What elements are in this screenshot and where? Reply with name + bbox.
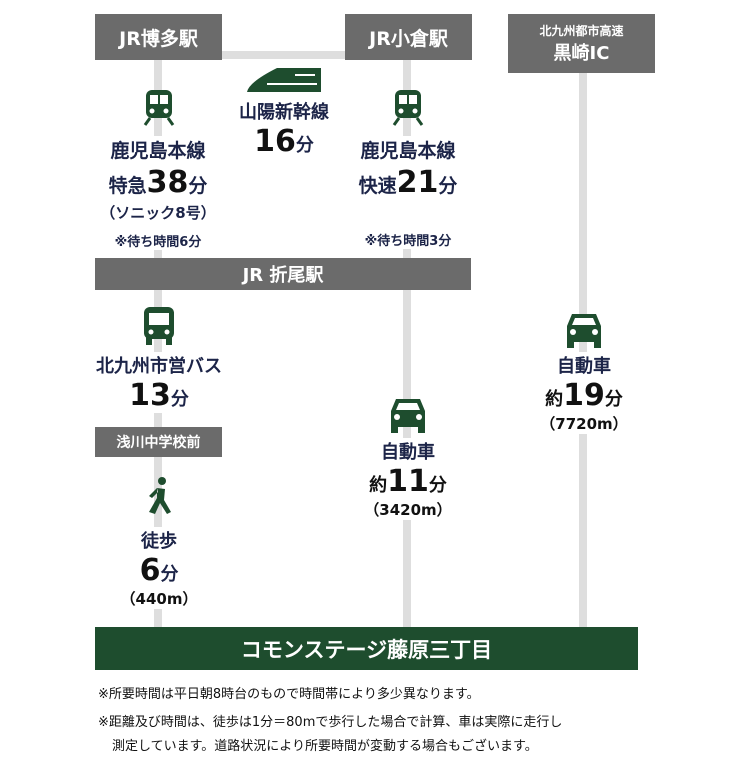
line-name: 鹿児島本線 [360,140,456,162]
note-distance: ※距離及び時間は、徒歩は1分＝80mで歩行した場合で計算、車は実際に走行し [98,715,563,730]
kokura-route-info: 鹿児島本線 快速21分 ※待ち時間3分 [328,136,488,249]
travel-time: 6分 [108,553,210,588]
route-line-hakata [154,55,162,630]
travel-time: 約11分 [352,464,464,499]
station-kokura: JR小倉駅 [345,14,472,60]
bus-stop: 浅川中学校前 [95,427,222,457]
distance: （440m） [120,590,198,608]
distance: （3420m） [364,501,452,519]
distance: （7720m） [540,415,628,433]
train-type: 特急 [108,175,147,197]
travel-time: 特急38分 [78,165,238,200]
station-kokura-label: JR小倉駅 [369,27,448,50]
approx: 約 [545,389,564,410]
time-unit: 分 [438,175,458,197]
destination-label: コモンステージ藤原三丁目 [240,637,493,662]
station-hakata-label: JR博多駅 [119,27,198,50]
walk-route-info: 徒歩 6分 （440m） [108,527,210,609]
hakata-route-info: 鹿児島本線 特急38分 （ソニック8号） ※待ち時間6分 [78,136,238,250]
kurosaki-ic: 北九州都市高速 黒崎IC [508,14,655,73]
wait-time: ※待ち時間3分 [364,234,452,249]
time-value: 6 [139,553,161,588]
approx: 約 [369,475,388,496]
bus-icon [144,307,174,345]
time-value: 16 [254,124,296,159]
route-line-kokura [403,55,411,630]
station-hakata: JR博多駅 [95,14,222,60]
travel-time: 16分 [214,124,354,159]
time-value: 13 [129,378,171,413]
time-unit: 分 [188,175,208,197]
station-orio: JR 折尾駅 [95,258,471,290]
car-icon [391,399,425,433]
bus-route-info: 北九州市営バス 13分 [78,352,240,413]
note-time: ※所要時間は平日朝8時台のもので時間帯により多少異なります。 [98,687,480,702]
line-name: 鹿児島本線 [110,140,206,162]
train-type: 快速 [358,175,397,197]
train-icon [143,90,175,126]
travel-time: 13分 [78,378,240,413]
shinkansen-route-info: 山陽新幹線 16分 [214,98,354,159]
shinkansen-icon [247,68,321,92]
mode-name: 自動車 [381,442,435,463]
mode-name: 徒歩 [141,531,177,552]
car-orio-route-info: 自動車 約11分 （3420m） [352,438,464,520]
bus-stop-label: 浅川中学校前 [116,435,201,451]
mode-name: 自動車 [557,356,611,377]
destination-bar: コモンステージ藤原三丁目 [95,627,638,670]
note-distance-cont: 測定しています。道路状況により所要時間が変動する場合もございます。 [112,739,538,754]
ic-subtitle: 北九州都市高速 [539,24,624,38]
line-name: 北九州市営バス [96,356,222,377]
route-line-ic [579,70,587,630]
time-unit: 分 [160,564,179,585]
station-orio-label: JR 折尾駅 [242,265,324,286]
walking-person-icon [149,477,171,514]
train-icon [392,90,424,126]
time-unit: 分 [604,389,623,410]
train-name: （ソニック8号） [100,204,216,222]
time-value: 21 [396,165,439,200]
travel-time: 快速21分 [328,165,488,200]
line-name: 山陽新幹線 [239,102,329,123]
time-value: 38 [146,165,189,200]
time-unit: 分 [295,135,314,156]
car-icon [567,314,601,348]
wait-time: ※待ち時間6分 [114,235,202,250]
time-unit: 分 [428,475,447,496]
time-value: 19 [563,378,605,413]
ic-title: 黒崎IC [553,43,610,64]
time-value: 11 [387,464,429,499]
car-ic-route-info: 自動車 約19分 （7720m） [528,352,640,434]
route-line-shinkansen [220,51,350,59]
travel-time: 約19分 [528,378,640,413]
time-unit: 分 [170,389,189,410]
